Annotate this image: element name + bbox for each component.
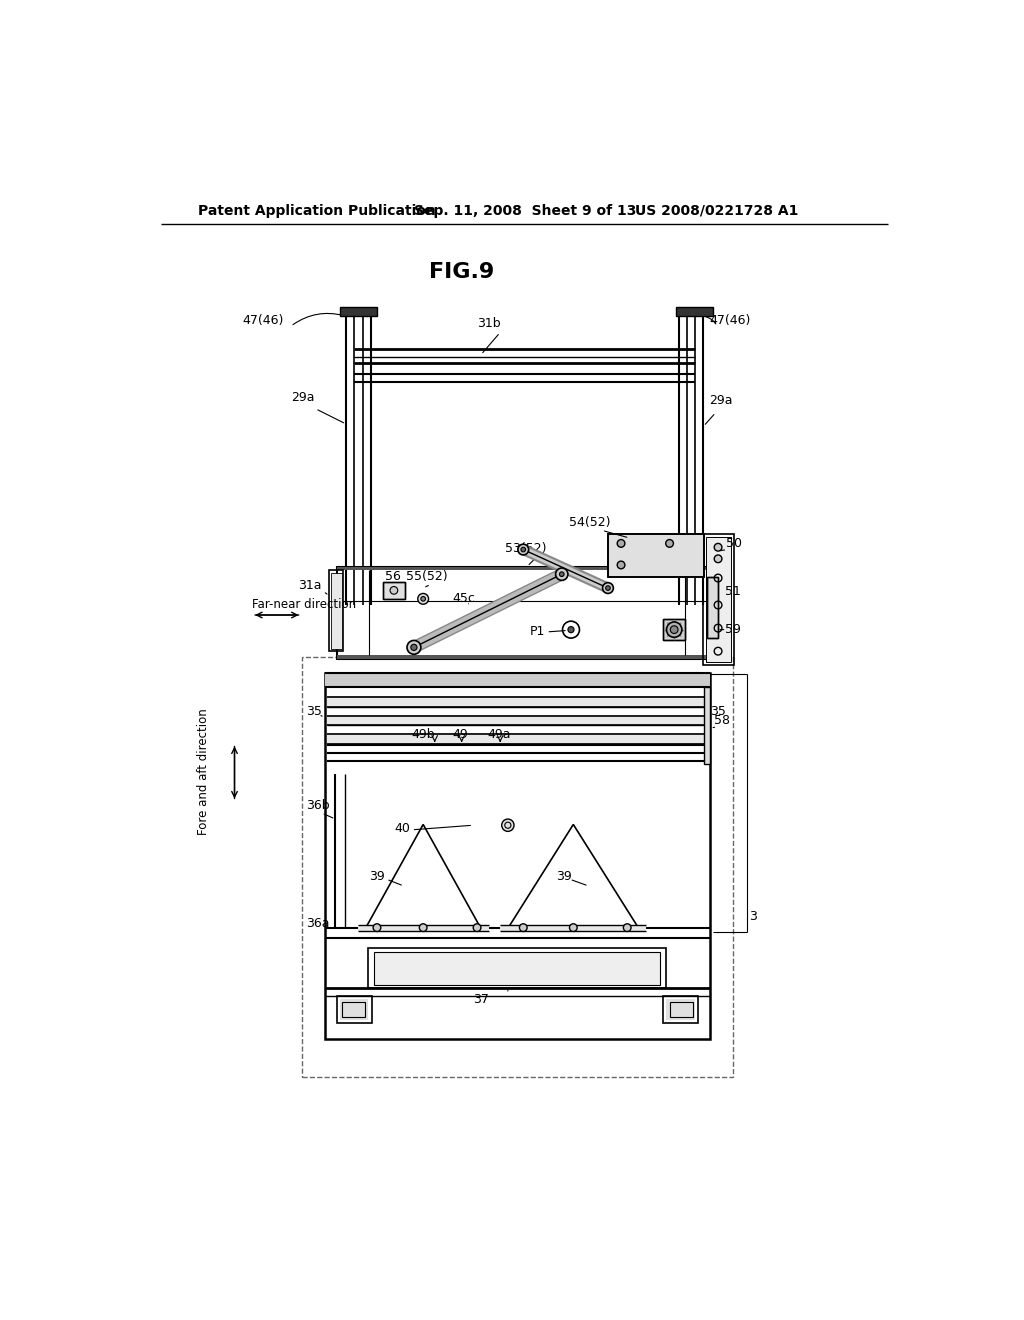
Bar: [327, 715, 707, 725]
Bar: [500, 924, 646, 931]
Circle shape: [518, 544, 528, 554]
Bar: [667, 999, 695, 1020]
Circle shape: [569, 924, 578, 932]
Circle shape: [419, 924, 427, 932]
Bar: [327, 734, 707, 743]
Text: 39: 39: [370, 870, 385, 883]
Bar: [325, 673, 710, 1039]
Text: Fore and aft direction: Fore and aft direction: [198, 709, 210, 836]
Circle shape: [559, 572, 564, 577]
Circle shape: [624, 924, 631, 932]
Bar: [331, 573, 342, 649]
Circle shape: [390, 586, 397, 594]
Text: 29a: 29a: [291, 391, 314, 404]
Circle shape: [714, 554, 722, 562]
Bar: [664, 619, 685, 640]
Text: 58: 58: [714, 714, 730, 727]
Bar: [342, 1002, 366, 1016]
Text: 45c: 45c: [453, 593, 475, 606]
Bar: [337, 566, 708, 659]
Text: 47(46): 47(46): [710, 314, 751, 326]
Bar: [301, 657, 733, 1077]
Text: 54(52): 54(52): [569, 516, 611, 529]
Circle shape: [411, 644, 417, 651]
Text: 40: 40: [394, 822, 411, 834]
Text: Patent Application Publication: Patent Application Publication: [199, 203, 436, 218]
Text: 3: 3: [749, 911, 757, 924]
Bar: [374, 952, 660, 985]
Text: 53(52): 53(52): [505, 543, 546, 556]
Bar: [325, 673, 710, 686]
Circle shape: [418, 594, 429, 605]
Circle shape: [602, 582, 613, 594]
Bar: [664, 997, 698, 1023]
Text: 31a: 31a: [298, 579, 322, 593]
Bar: [703, 535, 734, 665]
Bar: [340, 308, 377, 317]
Text: 49b: 49b: [412, 727, 435, 741]
Bar: [670, 1002, 692, 1016]
Text: 56: 56: [385, 570, 400, 583]
Text: 50: 50: [726, 537, 741, 550]
Bar: [383, 582, 404, 599]
Circle shape: [666, 540, 674, 548]
Circle shape: [407, 640, 421, 655]
Circle shape: [667, 622, 682, 638]
Bar: [340, 308, 377, 317]
Bar: [357, 924, 488, 931]
Bar: [705, 686, 711, 763]
Text: 37: 37: [473, 993, 488, 1006]
Text: 35: 35: [306, 705, 322, 718]
Bar: [340, 999, 369, 1020]
Circle shape: [473, 924, 481, 932]
Text: P1: P1: [529, 626, 545, 639]
Circle shape: [519, 924, 527, 932]
Bar: [664, 619, 685, 640]
Circle shape: [605, 586, 610, 590]
Bar: [330, 570, 343, 651]
Circle shape: [502, 818, 514, 832]
Bar: [337, 997, 372, 1023]
Bar: [707, 577, 718, 638]
Text: US 2008/0221728 A1: US 2008/0221728 A1: [635, 203, 799, 218]
Circle shape: [421, 597, 425, 601]
Text: Far-near direction: Far-near direction: [252, 598, 356, 611]
Circle shape: [714, 544, 722, 552]
Bar: [337, 566, 708, 570]
Text: 36a: 36a: [306, 916, 330, 929]
Circle shape: [617, 561, 625, 569]
Bar: [707, 577, 718, 638]
Bar: [383, 582, 404, 599]
Circle shape: [556, 568, 568, 581]
Text: 47(46): 47(46): [243, 314, 284, 326]
Text: 29a: 29a: [710, 395, 733, 408]
Text: 49a: 49a: [487, 727, 511, 741]
Text: 39: 39: [556, 870, 571, 883]
Text: FIG.9: FIG.9: [429, 263, 495, 282]
Text: 36b: 36b: [306, 799, 330, 812]
Circle shape: [568, 627, 574, 632]
Text: 31b: 31b: [477, 317, 501, 330]
Bar: [608, 535, 705, 577]
Text: 59: 59: [725, 623, 741, 636]
Circle shape: [617, 540, 625, 548]
Bar: [608, 535, 705, 577]
Bar: [676, 308, 713, 317]
Bar: [337, 655, 708, 659]
Circle shape: [521, 548, 525, 552]
Circle shape: [671, 626, 678, 634]
Text: 51: 51: [725, 585, 741, 598]
Bar: [676, 308, 713, 317]
Text: 55(52): 55(52): [407, 570, 447, 583]
Text: 35: 35: [711, 705, 726, 718]
Bar: [327, 697, 707, 706]
Bar: [368, 948, 667, 987]
Text: 49: 49: [453, 727, 468, 741]
Bar: [706, 537, 731, 663]
Text: Sep. 11, 2008  Sheet 9 of 13: Sep. 11, 2008 Sheet 9 of 13: [414, 203, 636, 218]
Circle shape: [373, 924, 381, 932]
